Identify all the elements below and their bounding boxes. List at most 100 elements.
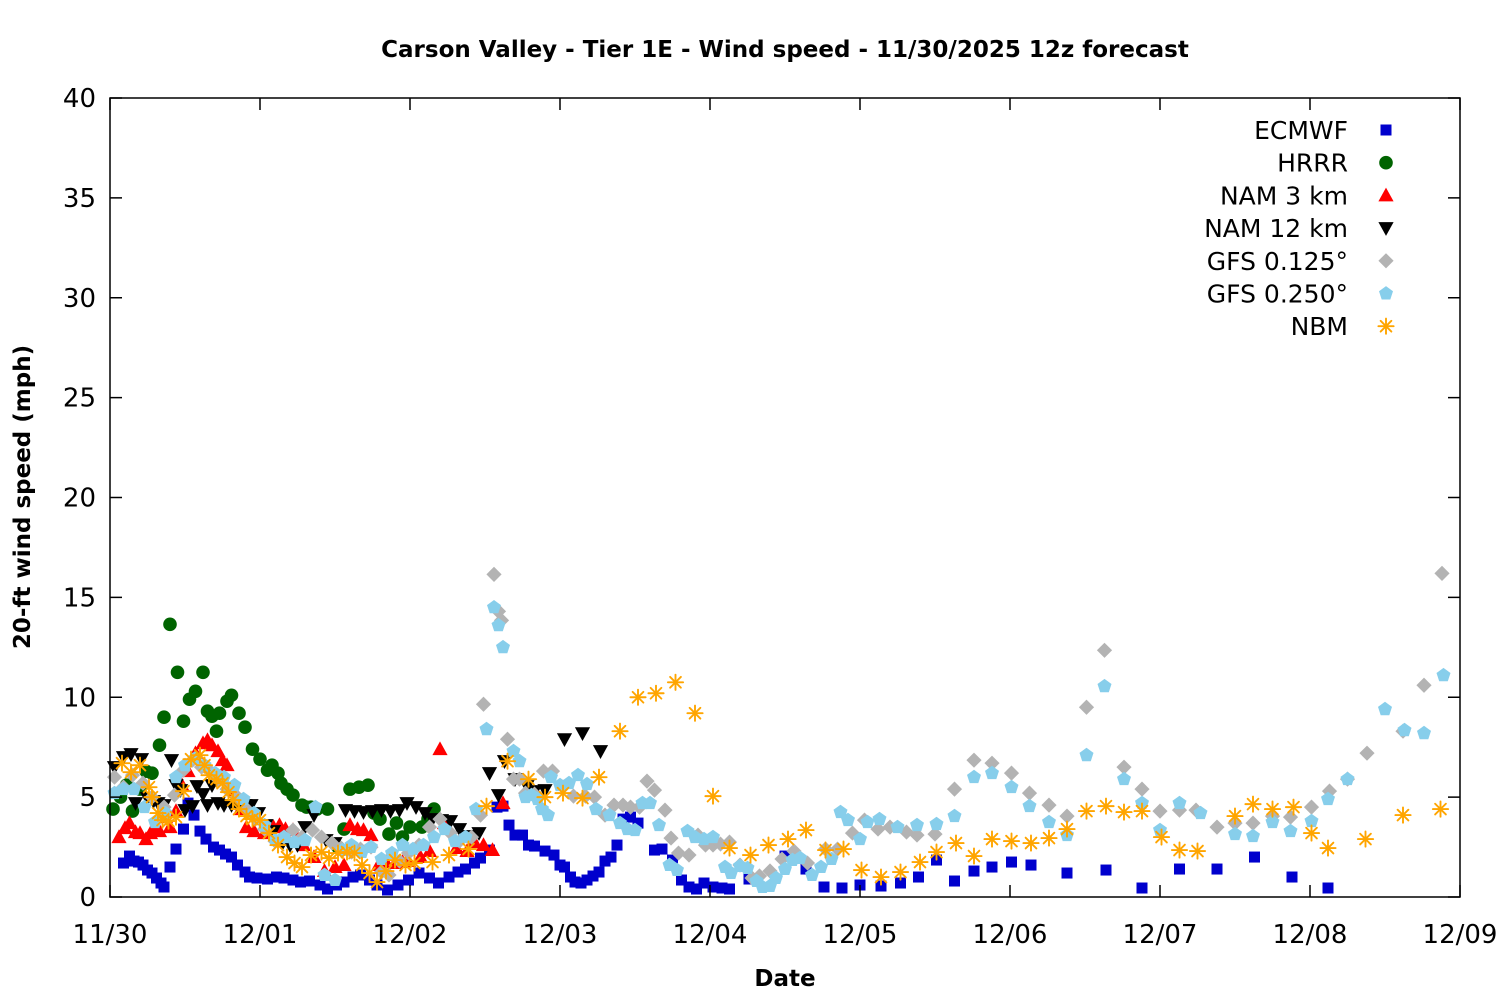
- data-point-marker: [194, 825, 206, 837]
- data-point-marker: [427, 802, 441, 816]
- asterisk-ray: [288, 856, 301, 870]
- data-point-marker: [1136, 882, 1148, 894]
- legend-label: NAM 3 km: [1220, 181, 1348, 210]
- data-point-marker: [707, 881, 719, 893]
- asterisk-ray: [370, 875, 384, 889]
- data-point-marker: [131, 756, 149, 774]
- triangle-down-legend-icon: [1378, 222, 1394, 236]
- asterisk-ray: [193, 748, 207, 762]
- data-point-marker: [1319, 839, 1337, 857]
- data-point-marker: [910, 817, 924, 832]
- data-point-marker: [706, 829, 720, 844]
- asterisk-ray: [669, 675, 682, 689]
- data-point-marker: [666, 673, 685, 691]
- data-point-marker: [656, 843, 668, 855]
- data-point-marker: [116, 781, 131, 796]
- data-point-marker: [1133, 802, 1151, 820]
- data-point-marker: [336, 857, 352, 872]
- data-point-marker: [152, 738, 167, 752]
- data-point-marker: [389, 816, 404, 830]
- data-point-marker: [676, 874, 687, 886]
- data-point-marker: [740, 860, 755, 874]
- asterisk-ray: [949, 836, 963, 850]
- data-point-marker: [646, 782, 663, 798]
- data-point-marker: [484, 842, 501, 857]
- data-point-marker: [224, 791, 242, 809]
- data-point-marker: [1431, 800, 1450, 818]
- legend: ECMWF HRRR NAM 3 km NAM 12 km GFS 0.125° GFS …: [1204, 116, 1395, 341]
- data-point-marker: [929, 816, 944, 831]
- asterisk-ray: [1321, 841, 1335, 855]
- data-point-marker: [657, 802, 673, 818]
- data-point-marker: [391, 804, 408, 818]
- data-point-marker: [232, 706, 246, 721]
- legend-label: GFS 0.250°: [1207, 280, 1348, 309]
- data-point-marker: [170, 843, 182, 855]
- data-point-marker: [581, 874, 593, 886]
- data-point-marker: [167, 808, 185, 826]
- data-point-marker: [403, 874, 414, 886]
- data-point-marker: [1100, 864, 1112, 876]
- data-point-marker: [947, 834, 965, 852]
- data-point-marker: [1170, 841, 1189, 859]
- data-point-marker: [599, 855, 611, 867]
- data-point-marker: [841, 812, 855, 827]
- asterisk-ray: [706, 789, 720, 803]
- data-point-marker: [716, 882, 728, 894]
- data-point-marker: [195, 788, 211, 802]
- asterisk-ray: [556, 786, 570, 800]
- asterisk-ray: [271, 838, 285, 852]
- y-tick-label: 25: [63, 384, 96, 414]
- y-tick-label: 30: [63, 284, 96, 314]
- data-point-marker: [196, 665, 210, 680]
- data-point-marker: [1174, 863, 1185, 875]
- data-point-marker: [605, 851, 617, 863]
- data-point-marker: [544, 769, 558, 784]
- data-point-marker: [927, 843, 946, 861]
- data-point-marker: [818, 881, 830, 893]
- data-point-marker: [200, 833, 212, 845]
- data-point-marker: [590, 768, 608, 786]
- x-tick-label: 12/08: [1273, 920, 1348, 950]
- data-point-marker: [1077, 802, 1096, 820]
- data-point-marker: [413, 867, 425, 879]
- data-point-marker: [1171, 802, 1188, 818]
- data-point-marker: [1303, 799, 1320, 815]
- asterisk-ray: [819, 843, 832, 857]
- asterisk-ray: [613, 724, 627, 738]
- data-point-marker: [176, 714, 191, 729]
- data-point-marker: [575, 877, 587, 889]
- y-tick-label: 40: [63, 84, 96, 114]
- data-point-marker: [1021, 785, 1038, 801]
- data-point-marker: [503, 819, 515, 831]
- data-point-marker: [226, 851, 237, 863]
- data-point-marker: [1025, 859, 1037, 871]
- data-point-marker: [1041, 797, 1057, 813]
- asterisk-ray: [762, 838, 775, 852]
- asterisk-ray: [315, 845, 328, 859]
- asterisk-ray: [142, 780, 156, 794]
- data-point-marker: [1416, 677, 1432, 693]
- data-point-marker: [517, 829, 528, 841]
- data-point-marker: [836, 882, 848, 894]
- data-point-marker: [298, 832, 312, 847]
- legend-item-hrrr: HRRR: [1277, 149, 1393, 178]
- data-point-marker: [1283, 823, 1298, 838]
- asterisk-ray: [894, 865, 907, 879]
- data-point-marker: [946, 781, 963, 797]
- asterisk-ray: [723, 841, 736, 855]
- data-point-marker: [1321, 783, 1338, 799]
- data-point-marker: [1378, 701, 1392, 716]
- data-point-marker: [209, 724, 224, 739]
- data-point-marker: [421, 843, 438, 858]
- data-point-marker: [1211, 863, 1223, 875]
- data-point-marker: [911, 853, 929, 871]
- data-point-marker: [587, 870, 599, 882]
- data-point-marker: [377, 862, 395, 880]
- legend-item-gfs-0-125-: GFS 0.125°: [1207, 247, 1394, 276]
- data-point-marker: [163, 754, 180, 768]
- data-point-marker: [1006, 856, 1017, 868]
- asterisk-ray: [408, 856, 421, 870]
- data-point-marker: [395, 837, 410, 852]
- data-point-marker: [1002, 832, 1021, 850]
